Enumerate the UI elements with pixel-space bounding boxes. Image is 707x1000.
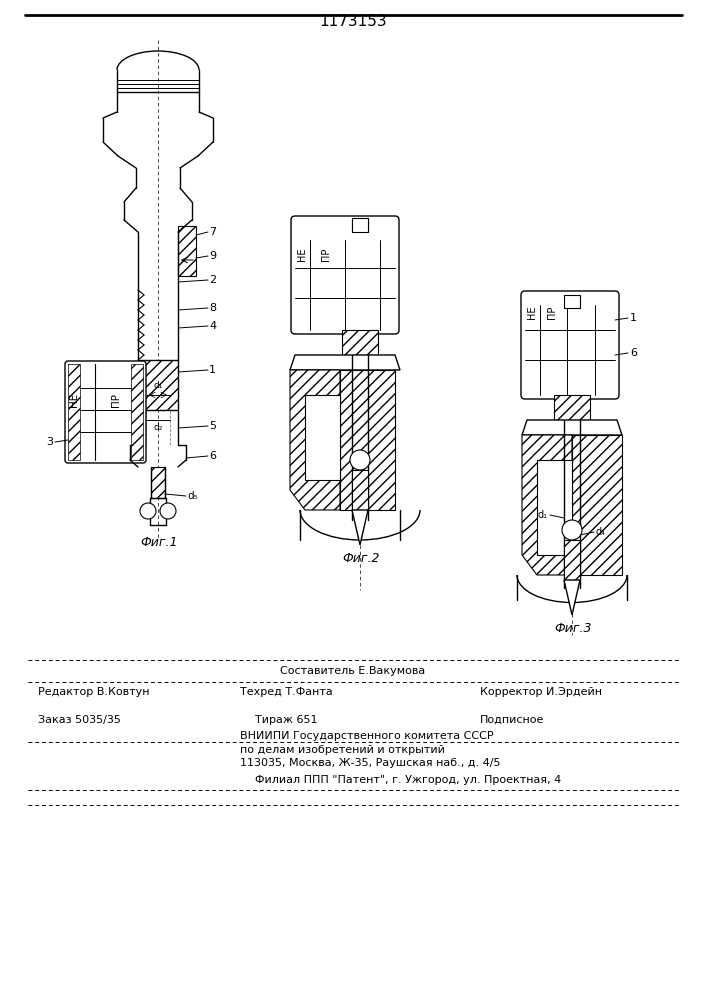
- Text: 1: 1: [630, 313, 637, 323]
- Text: Составитель Е.Вакумова: Составитель Е.Вакумова: [281, 666, 426, 676]
- Text: ПР: ПР: [111, 393, 121, 407]
- Text: 113035, Москва, Ж-35, Раушская наб., д. 4/5: 113035, Москва, Ж-35, Раушская наб., д. …: [240, 758, 501, 768]
- Text: 5: 5: [209, 421, 216, 431]
- Polygon shape: [564, 295, 580, 308]
- Polygon shape: [290, 370, 340, 510]
- Text: 2: 2: [209, 275, 216, 285]
- Text: Фиг.2: Фиг.2: [342, 552, 380, 564]
- Polygon shape: [352, 218, 368, 232]
- Text: НЕ: НЕ: [297, 247, 307, 261]
- Circle shape: [562, 520, 582, 540]
- Text: d₁: d₁: [153, 380, 163, 389]
- Text: d₄: d₄: [596, 527, 606, 537]
- Text: Тираж 651: Тираж 651: [255, 715, 317, 725]
- Text: Редактор В.Ковтун: Редактор В.Ковтун: [38, 687, 149, 697]
- Text: Корректор И.Эрдейн: Корректор И.Эрдейн: [480, 687, 602, 697]
- Polygon shape: [554, 395, 590, 420]
- Polygon shape: [290, 355, 400, 370]
- Polygon shape: [305, 395, 340, 480]
- Text: 6: 6: [209, 451, 216, 461]
- Polygon shape: [564, 540, 580, 580]
- Text: 4: 4: [209, 321, 216, 331]
- Text: Фиг.3: Фиг.3: [554, 621, 592, 635]
- Text: Техред Т.Фанта: Техред Т.Фанта: [240, 687, 333, 697]
- Polygon shape: [131, 364, 143, 460]
- Circle shape: [350, 450, 370, 470]
- Polygon shape: [342, 330, 378, 355]
- Text: НЕ: НЕ: [69, 393, 79, 407]
- Text: 6: 6: [630, 348, 637, 358]
- Polygon shape: [151, 467, 165, 498]
- Text: Фиг.1: Фиг.1: [140, 536, 177, 548]
- Polygon shape: [352, 510, 368, 545]
- Text: 1173153: 1173153: [319, 14, 387, 29]
- Polygon shape: [340, 370, 395, 510]
- Text: d₅: d₅: [187, 491, 198, 501]
- Text: ПР: ПР: [321, 247, 331, 261]
- Polygon shape: [522, 420, 622, 435]
- Text: ВНИИПИ Государственного комитета СССР: ВНИИПИ Государственного комитета СССР: [240, 731, 493, 741]
- Text: Подписное: Подписное: [480, 715, 544, 725]
- Circle shape: [140, 503, 156, 519]
- Polygon shape: [68, 364, 80, 460]
- Text: d₂: d₂: [153, 424, 163, 432]
- Text: 7: 7: [209, 227, 216, 237]
- Text: 9: 9: [209, 251, 216, 261]
- Polygon shape: [178, 226, 196, 276]
- Text: 1: 1: [209, 365, 216, 375]
- Polygon shape: [537, 460, 572, 555]
- Text: 8: 8: [209, 303, 216, 313]
- FancyBboxPatch shape: [521, 291, 619, 399]
- Polygon shape: [138, 360, 178, 410]
- FancyBboxPatch shape: [65, 361, 146, 463]
- Polygon shape: [522, 435, 572, 575]
- Polygon shape: [572, 435, 622, 575]
- Text: Филиал ППП "Патент", г. Ужгород, ул. Проектная, 4: Филиал ППП "Патент", г. Ужгород, ул. Про…: [255, 775, 561, 785]
- Text: по делам изобретений и открытий: по делам изобретений и открытий: [240, 745, 445, 755]
- Circle shape: [160, 503, 176, 519]
- Polygon shape: [564, 580, 580, 615]
- Polygon shape: [352, 470, 368, 510]
- Text: d₁: d₁: [538, 510, 548, 520]
- Text: Заказ 5035/35: Заказ 5035/35: [38, 715, 121, 725]
- FancyBboxPatch shape: [291, 216, 399, 334]
- Text: ПР: ПР: [547, 305, 557, 319]
- Text: 3: 3: [46, 437, 53, 447]
- Text: НЕ: НЕ: [527, 305, 537, 319]
